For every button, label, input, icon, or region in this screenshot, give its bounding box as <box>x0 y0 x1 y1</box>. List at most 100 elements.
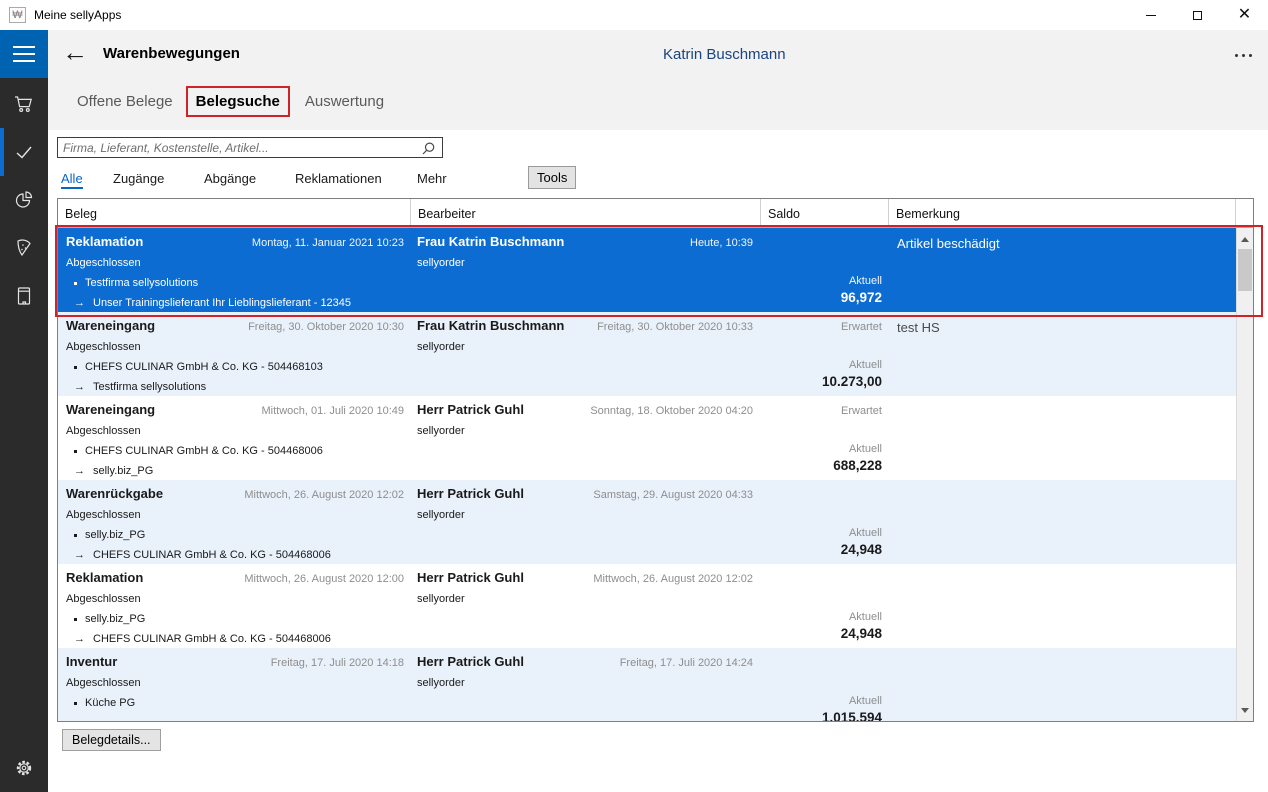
column-header-saldo: Saldo <box>761 199 889 227</box>
table-row[interactable]: ReklamationMontag, 11. Januar 2021 10:23… <box>58 228 1236 312</box>
doc-detail-line: CHEFS CULINAR GmbH & Co. KG - 504468103 <box>74 361 323 373</box>
editor-app: sellyorder <box>417 509 465 521</box>
app-window: ₩ Meine sellyApps ✕ <box>0 0 1268 792</box>
bearbeiter-cell: Herr Patrick GuhlSonntag, 18. Oktober 20… <box>411 396 761 480</box>
bearbeiter-cell: Frau Katrin BuschmannHeute, 10:39sellyor… <box>411 228 761 312</box>
saldo-cell: ErwartetAktuell688,228 <box>761 396 889 480</box>
sidebar-item-settings[interactable] <box>0 744 48 792</box>
doc-detail-text: selly.biz_PG <box>85 613 145 625</box>
note-text: Artikel beschädigt <box>897 236 1000 251</box>
saldo-cell: Aktuell 1.015.594 <box>761 648 889 721</box>
belegdetails-button[interactable]: Belegdetails... <box>62 729 161 751</box>
doc-type: Warenrückgabe <box>66 486 163 501</box>
tab-auswertung[interactable]: Auswertung <box>305 93 384 110</box>
scroll-down-button[interactable] <box>1237 702 1253 718</box>
table-row[interactable]: Reklamation Mittwoch, 26. August 2020 12:… <box>58 564 1236 648</box>
scroll-up-button[interactable] <box>1237 231 1253 247</box>
doc-detail-line: Küche PG <box>74 697 135 709</box>
current-label: Aktuell <box>849 359 882 371</box>
filter-mehr[interactable]: Mehr <box>417 171 447 186</box>
table-row[interactable]: Wareneingang Mittwoch, 01. Juli 2020 10:4… <box>58 396 1236 480</box>
saldo-value: 24,948 <box>841 626 882 641</box>
sidebar-item-cart[interactable] <box>0 80 48 128</box>
search-input[interactable] <box>58 138 442 157</box>
book-icon <box>13 285 35 307</box>
column-header-bearbeiter: Bearbeiter <box>411 199 761 227</box>
gear-icon <box>13 757 35 779</box>
minimize-button[interactable] <box>1127 0 1174 30</box>
search-box <box>57 137 443 158</box>
doc-type: Wareneingang <box>66 318 155 333</box>
sidebar-item-catalog[interactable] <box>0 272 48 320</box>
current-label: Aktuell <box>849 527 882 539</box>
doc-date: Freitag, 17. Juli 2020 14:18 <box>271 657 404 669</box>
expected-label: Erwartet <box>841 321 882 333</box>
sidebar-item-bookings[interactable] <box>0 128 48 176</box>
doc-detail-line: →CHEFS CULINAR GmbH & Co. KG - 504468006 <box>74 549 331 561</box>
sidebar-item-statistics[interactable] <box>0 176 48 224</box>
titlebar: ₩ Meine sellyApps ✕ <box>0 0 1268 30</box>
table-row[interactable]: InventurFreitag, 17. Juli 2020 14:18Abge… <box>58 648 1236 721</box>
filter-abgaenge[interactable]: Abgänge <box>204 171 256 186</box>
doc-type: Reklamation <box>66 570 143 585</box>
bullet-icon <box>74 702 77 705</box>
saldo-cell: Aktuell 96,972 <box>761 228 889 312</box>
doc-date: Mittwoch, 01. Juli 2020 10:49 <box>262 405 404 417</box>
current-label: Aktuell <box>849 695 882 707</box>
table-header: Beleg Bearbeiter Saldo Bemerkung <box>58 199 1253 228</box>
editor-app: sellyorder <box>417 257 465 269</box>
sidebar-item-pizza[interactable] <box>0 224 48 272</box>
close-icon: ✕ <box>1238 7 1251 23</box>
filter-alle[interactable]: Alle <box>61 171 83 189</box>
back-button[interactable]: ← <box>62 37 88 68</box>
doc-date: Montag, 11. Januar 2021 10:23 <box>252 237 404 249</box>
table-row[interactable]: WarenrückgabeMittwoch, 26. August 2020 1… <box>58 480 1236 564</box>
note-text: test HS <box>897 320 940 335</box>
editor-date: Sonntag, 18. Oktober 2020 04:20 <box>590 405 753 417</box>
scroll-down-icon <box>1241 708 1249 713</box>
saldo-value: 1.015.594 <box>822 710 882 721</box>
doc-detail-text: CHEFS CULINAR GmbH & Co. KG - 504468103 <box>85 361 323 373</box>
editor-date: Mittwoch, 26. August 2020 12:02 <box>593 573 753 585</box>
search-icon <box>421 141 436 156</box>
filter-zugaenge[interactable]: Zugänge <box>113 171 164 186</box>
close-button[interactable]: ✕ <box>1221 0 1268 30</box>
tab-offene-belege[interactable]: Offene Belege <box>77 93 173 110</box>
table-row[interactable]: WareneingangFreitag, 30. Oktober 2020 10… <box>58 312 1236 396</box>
doc-detail-text: CHEFS CULINAR GmbH & Co. KG - 504468006 <box>85 445 323 457</box>
bullet-icon <box>74 618 77 621</box>
scrollbar-thumb[interactable] <box>1238 249 1252 291</box>
saldo-value: 96,972 <box>841 290 882 305</box>
page-header: ← Warenbewegungen Katrin Buschmann Offen… <box>48 30 1268 130</box>
filter-reklamationen[interactable]: Reklamationen <box>295 171 382 186</box>
table-scrollbar[interactable] <box>1236 228 1253 721</box>
doc-detail-line: Testfirma sellysolutions <box>74 277 198 289</box>
editor-name: Herr Patrick Guhl <box>417 486 524 501</box>
hamburger-icon <box>13 46 35 48</box>
beleg-cell: WarenrückgabeMittwoch, 26. August 2020 1… <box>58 480 411 564</box>
bullet-icon <box>74 534 77 537</box>
expected-label: Erwartet <box>841 405 882 417</box>
doc-status: Abgeschlossen <box>66 677 141 689</box>
tab-belegsuche[interactable]: Belegsuche <box>186 86 290 117</box>
main-panel: ← Warenbewegungen Katrin Buschmann Offen… <box>48 30 1268 792</box>
doc-detail-line: →Unser Trainingslieferant Ihr Lieblingsl… <box>74 297 351 309</box>
sidebar <box>0 30 48 792</box>
tools-button[interactable]: Tools <box>528 166 576 189</box>
menu-button[interactable] <box>0 30 48 78</box>
arrow-icon: → <box>74 466 85 477</box>
current-label: Aktuell <box>849 611 882 623</box>
current-label: Aktuell <box>849 443 882 455</box>
doc-status: Abgeschlossen <box>66 425 141 437</box>
current-label: Aktuell <box>849 275 882 287</box>
doc-detail-line: selly.biz_PG <box>74 613 145 625</box>
ellipsis-icon <box>1235 54 1238 57</box>
more-options-button[interactable] <box>1235 54 1252 57</box>
maximize-button[interactable] <box>1174 0 1221 30</box>
bearbeiter-cell: Frau Katrin BuschmannFreitag, 30. Oktobe… <box>411 312 761 396</box>
arrow-icon: → <box>74 298 85 309</box>
doc-type: Wareneingang <box>66 402 155 417</box>
doc-status: Abgeschlossen <box>66 341 141 353</box>
doc-status: Abgeschlossen <box>66 509 141 521</box>
bullet-icon <box>74 282 77 285</box>
